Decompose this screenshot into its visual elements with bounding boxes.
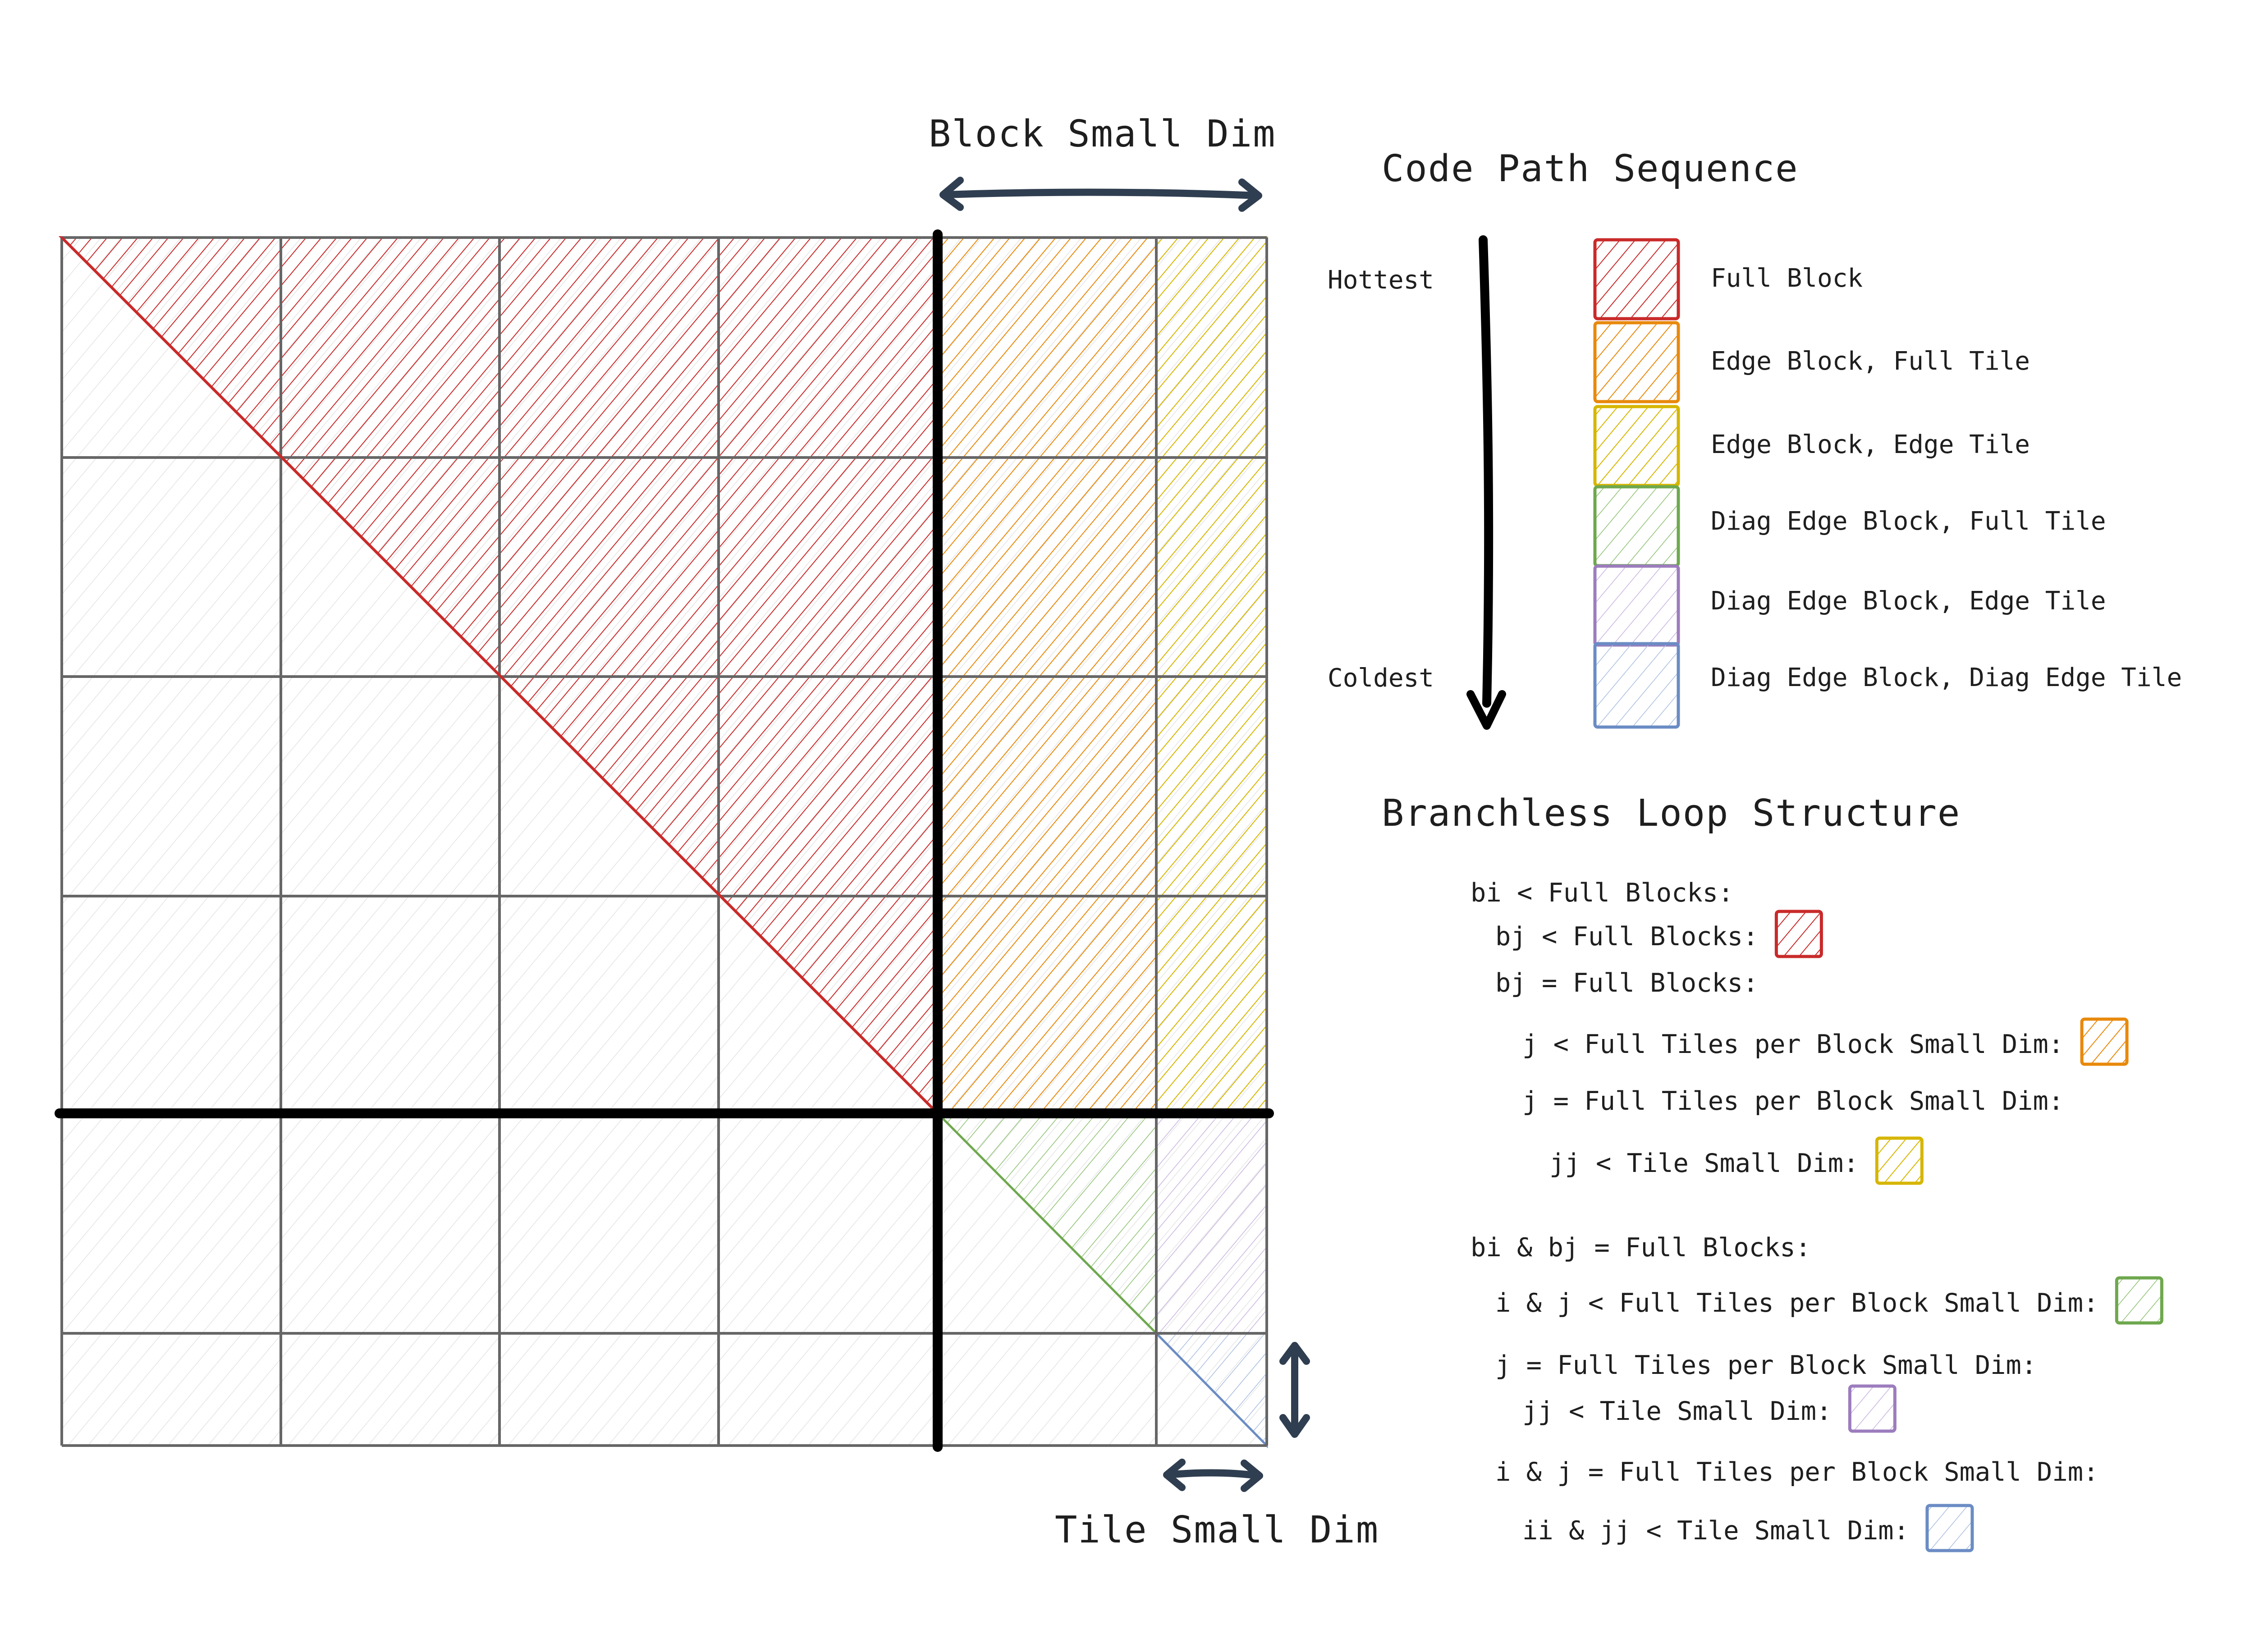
loop-line-text: bi & bj = Full Blocks: — [1471, 1233, 1811, 1263]
color-swatch — [1875, 1136, 1924, 1185]
color-swatch — [1593, 405, 1680, 487]
loop-line: ii & jj < Tile Small Dim: — [1522, 1504, 1974, 1552]
color-swatch — [2115, 1276, 2163, 1325]
color-swatch — [2080, 1017, 2129, 1066]
block-small-dim-label: Block Small Dim — [929, 113, 1276, 156]
loop-line-text: i & j < Full Tiles per Block Small Dim: — [1495, 1288, 2098, 1318]
legend-item-label: Diag Edge Block, Edge Tile — [1711, 586, 2106, 616]
loop-line-text: j = Full Tiles per Block Small Dim: — [1522, 1086, 2064, 1116]
loop-line: j < Full Tiles per Block Small Dim: — [1522, 1017, 2129, 1066]
loop-structure-title: Branchless Loop Structure — [1382, 792, 1961, 835]
color-swatch — [1774, 910, 1823, 958]
loop-line-text: jj < Tile Small Dim: — [1549, 1149, 1859, 1178]
matrix-grid — [55, 229, 1274, 1452]
loop-line-text: jj < Tile Small Dim: — [1522, 1396, 1832, 1426]
loop-line-text: bj = Full Blocks: — [1495, 968, 1758, 998]
legend-item: Diag Edge Block, Full Tile — [1593, 485, 2106, 567]
legend-coldest-label: Coldest — [1328, 664, 1434, 693]
block-small-dim-arrow — [939, 177, 1262, 212]
diag-edge-block-edge-tile-region — [1155, 1112, 1268, 1335]
loop-line: j = Full Tiles per Block Small Dim: — [1495, 1350, 2037, 1380]
hot-to-cold-arrow — [1466, 235, 1506, 730]
loop-line: j = Full Tiles per Block Small Dim: — [1522, 1086, 2064, 1116]
legend-items: Full Block Edge Block, Full Tile Edge Bloc… — [1593, 238, 2182, 729]
loop-line-text: bi < Full Blocks: — [1471, 878, 1733, 908]
loop-line-text: i & j = Full Tiles per Block Small Dim: — [1495, 1457, 2098, 1487]
legend-item: Diag Edge Block, Diag Edge Tile — [1593, 642, 2182, 729]
matrix-diagonal — [60, 236, 939, 1115]
legend-item-label: Edge Block, Full Tile — [1711, 347, 2030, 376]
loop-line-text: ii & jj < Tile Small Dim: — [1522, 1516, 1909, 1546]
loop-line: bj < Full Blocks: — [1495, 910, 1823, 958]
color-swatch — [1848, 1384, 1897, 1433]
legend-item: Full Block — [1593, 238, 1863, 320]
loop-line: bi < Full Blocks: — [1471, 878, 1733, 908]
tile-width-arrow — [1163, 1459, 1263, 1492]
color-swatch — [1593, 321, 1680, 403]
legend-item-label: Diag Edge Block, Diag Edge Tile — [1711, 663, 2182, 692]
color-swatch — [1925, 1504, 1974, 1552]
color-swatch — [1593, 238, 1680, 320]
loop-line-text: bj < Full Blocks: — [1495, 922, 1758, 952]
loop-line: i & j < Full Tiles per Block Small Dim: — [1495, 1276, 2163, 1325]
color-swatch — [1593, 564, 1680, 647]
loop-line: bj = Full Blocks: — [1495, 968, 1758, 998]
tile-small-dim-label: Tile Small Dim — [1055, 1509, 1379, 1551]
legend-item-label: Edge Block, Edge Tile — [1711, 430, 2030, 459]
tile-height-arrow — [1279, 1342, 1310, 1438]
legend-item: Edge Block, Edge Tile — [1593, 405, 2030, 487]
loop-line-text: j < Full Tiles per Block Small Dim: — [1522, 1030, 2064, 1059]
loop-lines: bi < Full Blocks: bj < Full Blocks: bj = F… — [1471, 878, 2163, 1552]
legend-item-label: Diag Edge Block, Full Tile — [1711, 507, 2106, 536]
loop-line: i & j = Full Tiles per Block Small Dim: — [1495, 1457, 2098, 1487]
legend-hottest-label: Hottest — [1328, 265, 1434, 295]
color-swatch — [1593, 642, 1680, 729]
legend-item: Edge Block, Full Tile — [1593, 321, 2030, 403]
legend-item: Diag Edge Block, Edge Tile — [1593, 564, 2106, 647]
loop-line-text: j = Full Tiles per Block Small Dim: — [1495, 1350, 2037, 1380]
loop-line: bi & bj = Full Blocks: — [1471, 1233, 1811, 1263]
legend-item-label: Full Block — [1711, 264, 1863, 293]
color-swatch — [1593, 485, 1680, 567]
loop-line: jj < Tile Small Dim: — [1522, 1384, 1897, 1433]
loop-line: jj < Tile Small Dim: — [1549, 1136, 1924, 1185]
legend-title: Code Path Sequence — [1382, 147, 1799, 190]
